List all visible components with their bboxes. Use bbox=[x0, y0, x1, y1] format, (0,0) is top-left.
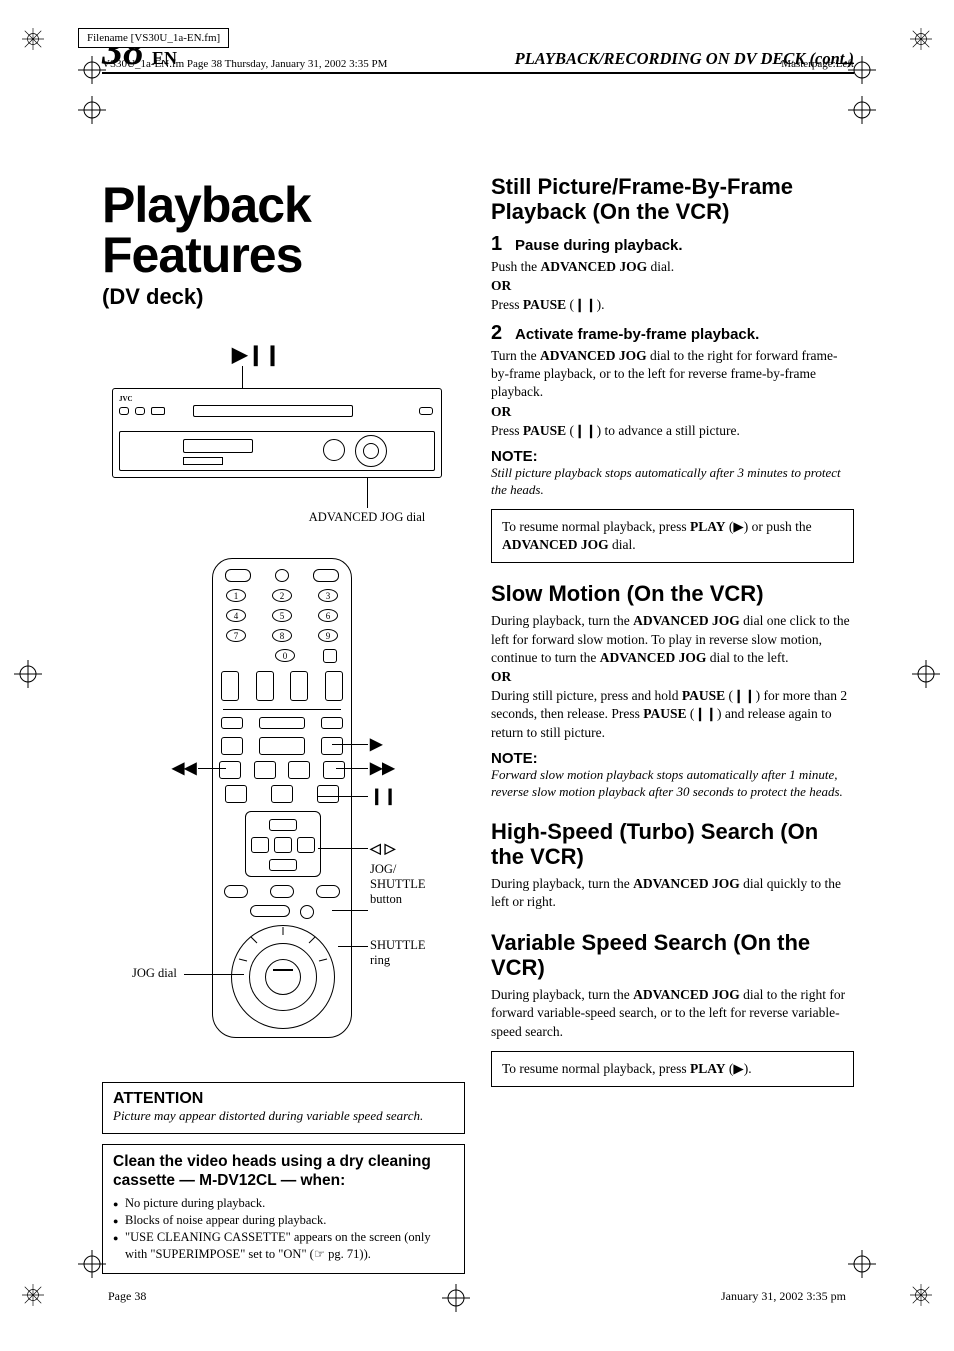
clean-item: No picture during playback. bbox=[113, 1195, 454, 1212]
reg-mark-icon bbox=[910, 28, 932, 50]
section-body: During playback, turn the ADVANCED JOG d… bbox=[491, 875, 854, 911]
play-pause-icon: ▶❙❙ bbox=[232, 342, 281, 367]
heading-still-picture: Still Picture/Frame-By-Frame Playback (O… bbox=[491, 174, 854, 225]
section-body: During playback, turn the ADVANCED JOG d… bbox=[491, 612, 854, 667]
step-body: Turn the ADVANCED JOG dial to the right … bbox=[491, 347, 854, 402]
shuttle-ring-label: SHUTTLE ring bbox=[370, 938, 426, 968]
heading-turbo: High-Speed (Turbo) Search (On the VCR) bbox=[491, 819, 854, 870]
masterpage-prefix: Masterpage: bbox=[781, 58, 835, 70]
note-body: Still picture playback stops automatical… bbox=[491, 465, 854, 499]
reg-target-icon bbox=[442, 1284, 470, 1312]
step-1: 1 Pause during playback. bbox=[491, 233, 854, 256]
step-title: Activate frame-by-frame playback. bbox=[515, 326, 759, 343]
fast-forward-icon: ▶▶ bbox=[370, 758, 395, 778]
main-title: Playback Features bbox=[102, 180, 465, 280]
heading-slow-motion: Slow Motion (On the VCR) bbox=[491, 581, 854, 606]
remote-figure: 123 456 789 0 bbox=[102, 558, 465, 1068]
note-label: NOTE: bbox=[491, 750, 854, 767]
attention-box: ATTENTION Picture may appear distorted d… bbox=[102, 1082, 465, 1134]
jog-dial-label: JOG dial bbox=[132, 966, 177, 981]
step-number: 1 bbox=[491, 233, 511, 256]
clean-title: Clean the video heads using a dry cleani… bbox=[113, 1153, 454, 1190]
jog-shuttle-button-label: JOG/ SHUTTLE button bbox=[370, 862, 426, 907]
resume-box: To resume normal playback, press PLAY (▶… bbox=[491, 509, 854, 563]
reg-mark-icon bbox=[910, 1284, 932, 1306]
or-label: OR bbox=[491, 278, 854, 294]
filename-box: Filename [VS30U_1a-EN.fm] bbox=[78, 28, 229, 48]
attention-body: Picture may appear distorted during vari… bbox=[113, 1108, 454, 1124]
reg-target-icon bbox=[848, 1250, 876, 1278]
deck-figure: ▶❙❙ JVC ADVANCED JOG dial bbox=[102, 332, 465, 552]
reg-target-icon bbox=[14, 660, 42, 688]
or-label: OR bbox=[491, 669, 854, 685]
reg-target-icon bbox=[78, 1250, 106, 1278]
clean-item: "USE CLEANING CASSETTE" appears on the s… bbox=[113, 1229, 454, 1263]
step-body: Press PAUSE (❙❙). bbox=[491, 296, 854, 314]
rewind-icon: ◀◀ bbox=[172, 758, 197, 778]
pause-icon: ❙❙ bbox=[370, 786, 397, 806]
reg-target-icon bbox=[912, 660, 940, 688]
step-body: Push the ADVANCED JOG dial. bbox=[491, 258, 854, 276]
heading-variable: Variable Speed Search (On the VCR) bbox=[491, 930, 854, 981]
step-icon: ◁ ▷ bbox=[370, 840, 395, 857]
subtitle: (DV deck) bbox=[102, 284, 465, 310]
right-column: Still Picture/Frame-By-Frame Playback (O… bbox=[491, 174, 854, 1274]
left-column: Playback Features (DV deck) ▶❙❙ JVC bbox=[102, 174, 465, 1274]
shuttle-ticks-icon bbox=[231, 925, 335, 1029]
clean-item: Blocks of noise appear during playback. bbox=[113, 1212, 454, 1229]
advanced-jog-label: ADVANCED JOG dial bbox=[307, 510, 427, 525]
or-label: OR bbox=[491, 404, 854, 420]
masterpage-value: Left bbox=[836, 58, 854, 70]
step-number: 2 bbox=[491, 322, 511, 345]
step-body: Press PAUSE (❙❙) to advance a still pict… bbox=[491, 422, 854, 440]
note-label: NOTE: bbox=[491, 448, 854, 465]
footer-timestamp: January 31, 2002 3:35 pm bbox=[721, 1289, 846, 1304]
masterpage-label: Masterpage:Left bbox=[781, 58, 854, 70]
resume-box: To resume normal playback, press PLAY (▶… bbox=[491, 1051, 854, 1087]
reg-target-icon bbox=[848, 96, 876, 124]
section-body: During still picture, press and hold PAU… bbox=[491, 687, 854, 742]
note-body: Forward slow motion playback stops autom… bbox=[491, 767, 854, 801]
step-title: Pause during playback. bbox=[515, 237, 683, 254]
play-icon: ▶ bbox=[370, 734, 382, 754]
footer-page: Page 38 bbox=[108, 1289, 146, 1304]
section-body: During playback, turn the ADVANCED JOG d… bbox=[491, 986, 854, 1041]
header-line: VS30U_1a-EN.fm Page 38 Thursday, January… bbox=[102, 58, 387, 70]
reg-mark-icon bbox=[22, 28, 44, 50]
brand-label: JVC bbox=[119, 395, 133, 403]
reg-mark-icon bbox=[22, 1284, 44, 1306]
step-2: 2 Activate frame-by-frame playback. bbox=[491, 322, 854, 345]
attention-title: ATTENTION bbox=[113, 1090, 454, 1108]
reg-target-icon bbox=[78, 96, 106, 124]
clean-box: Clean the video heads using a dry cleani… bbox=[102, 1144, 465, 1274]
